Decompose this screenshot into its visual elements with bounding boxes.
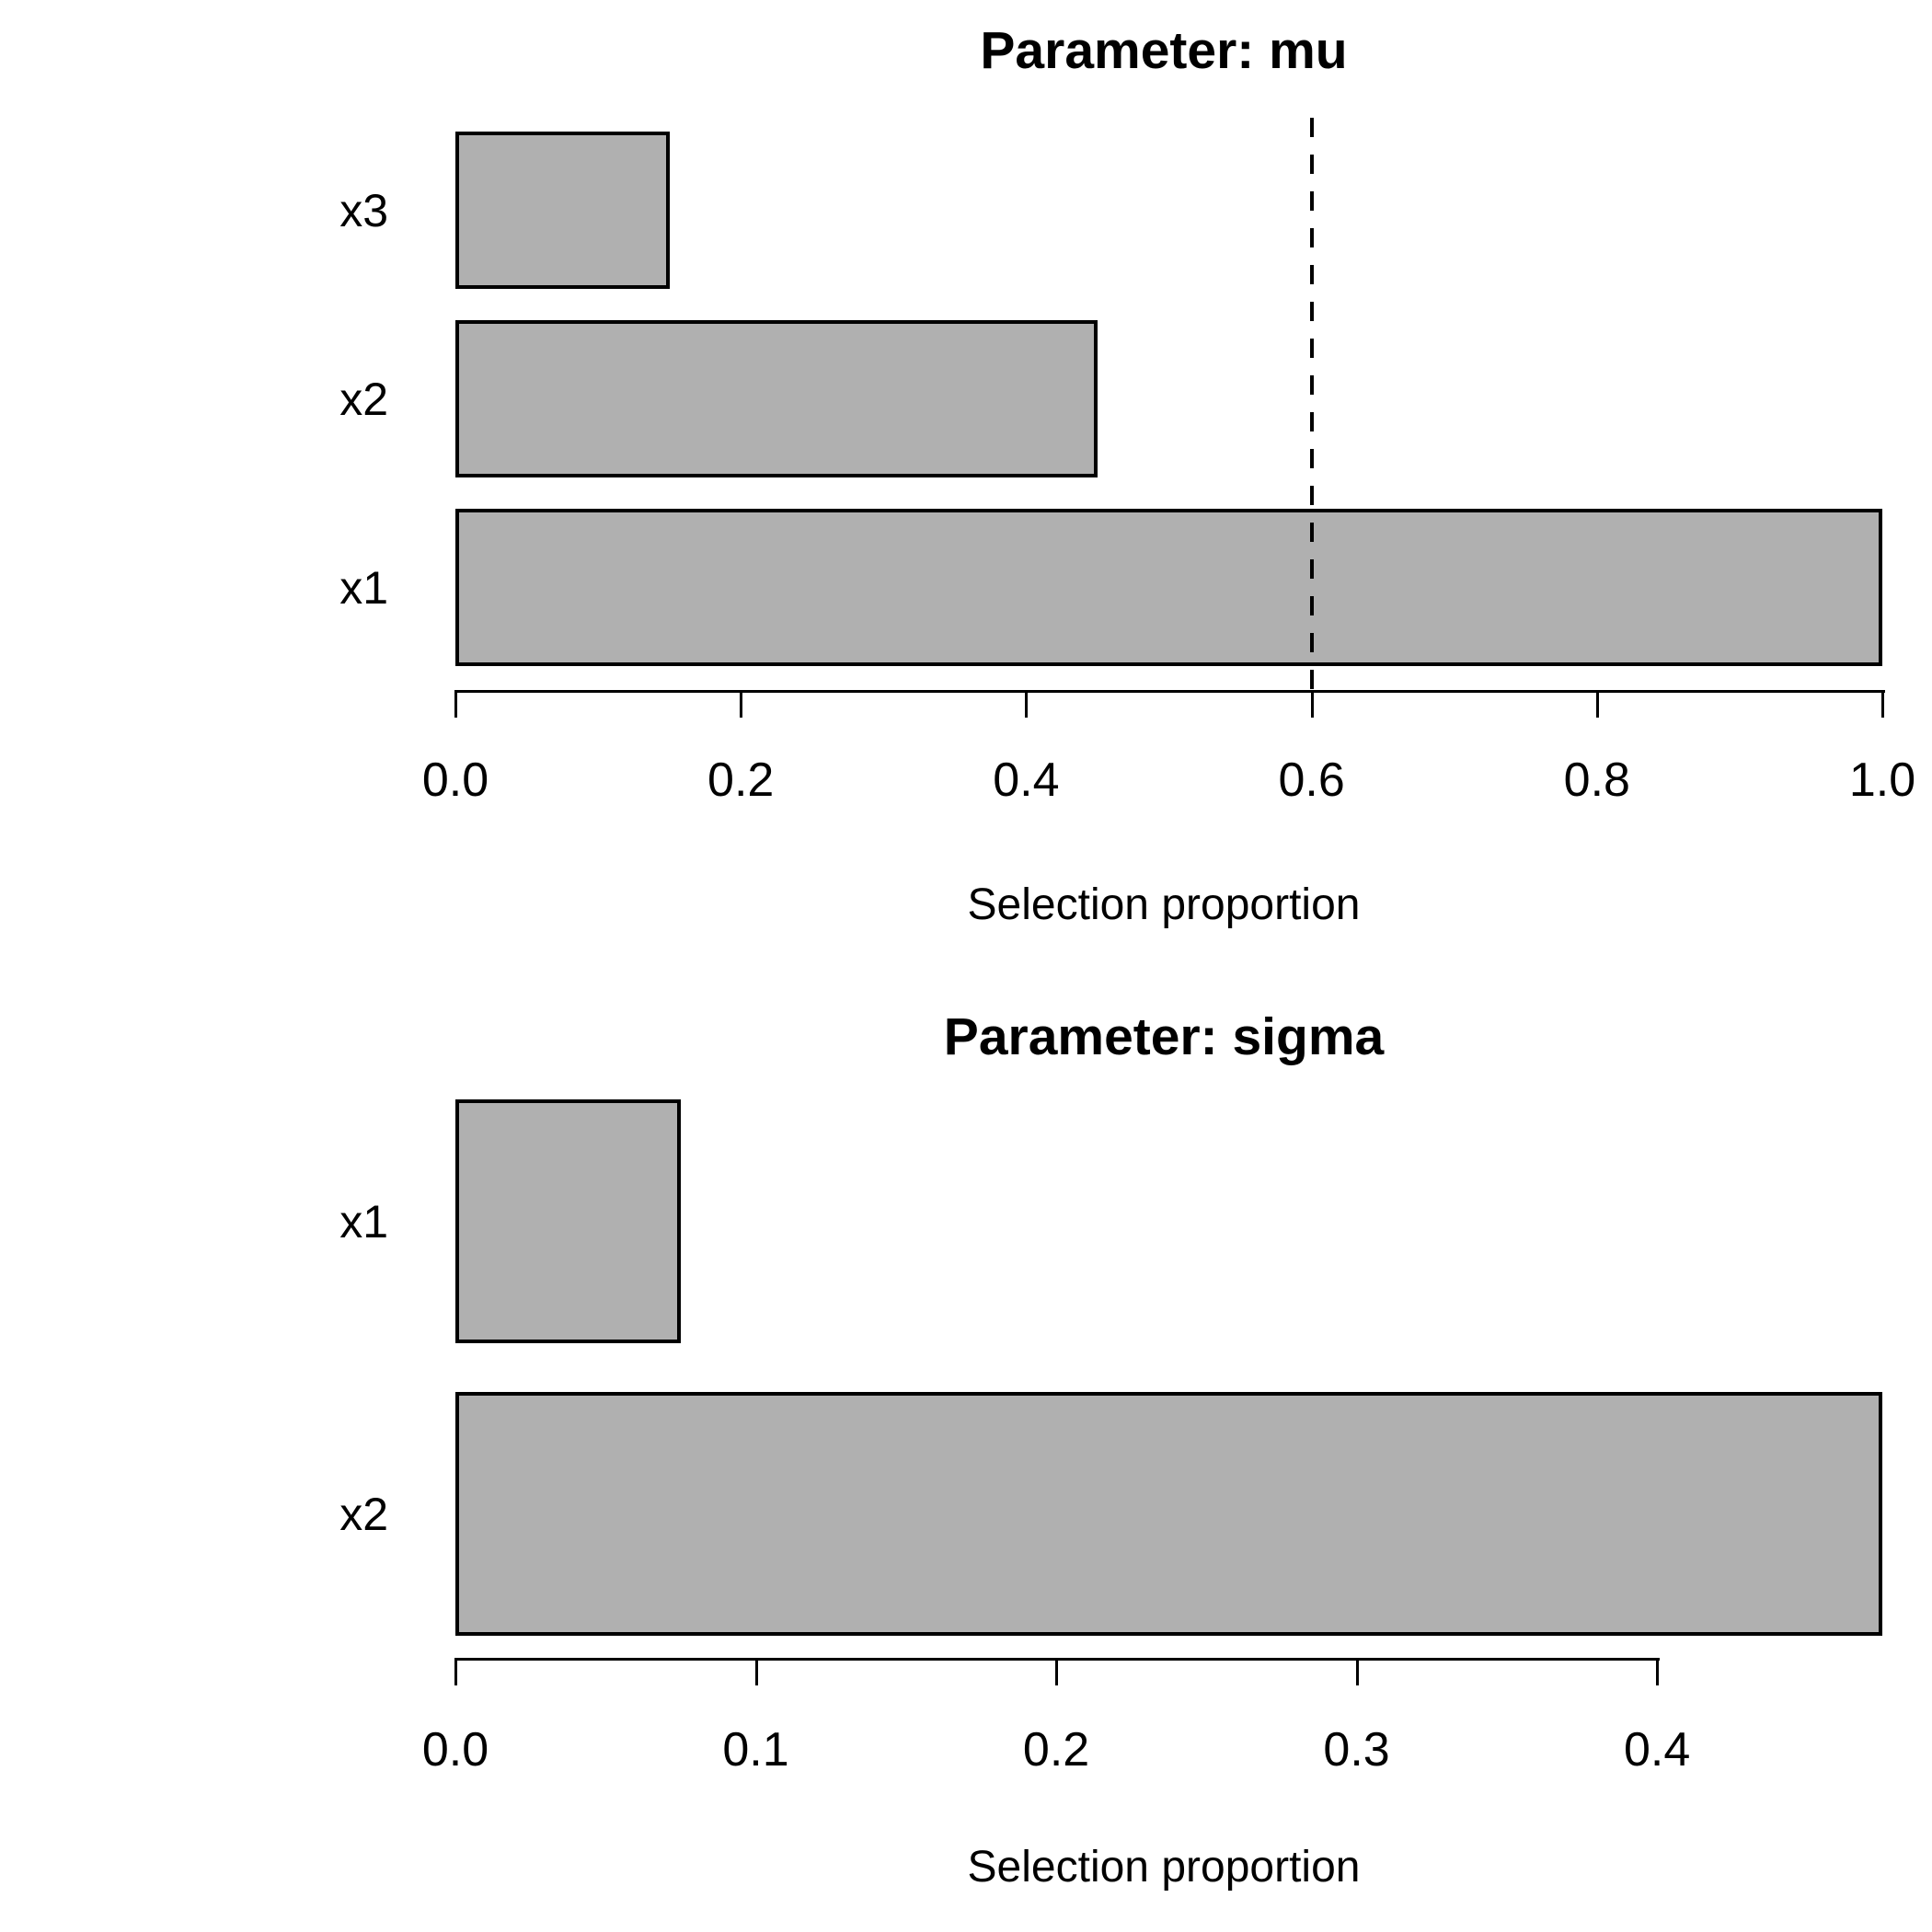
x-axis-tick-0.3: [1355, 1658, 1359, 1685]
y-axis-label-x1: x1: [339, 561, 388, 614]
x-axis-tick-0.6: [1310, 690, 1314, 718]
bar-x2: [455, 320, 1098, 477]
y-axis-label-x2: x2: [339, 373, 388, 425]
x-axis-tick-label-0.3: 0.3: [1323, 1723, 1390, 1777]
y-axis-label-x1: x1: [339, 1195, 388, 1248]
bar-x1: [455, 1099, 681, 1343]
x-axis-line: [455, 690, 1885, 693]
x-axis-tick-label-0.0: 0.0: [421, 1723, 489, 1777]
reference-line-dashed: [1309, 118, 1314, 692]
x-axis-tick-label-1.0: 1.0: [1848, 753, 1916, 807]
x-axis-tick-label-0.4: 0.4: [993, 753, 1060, 807]
y-axis-label-x3: x3: [339, 184, 388, 236]
x-axis-tick-0.1: [754, 1658, 758, 1685]
bar-x2: [455, 1392, 1882, 1636]
x-axis-tick-label-0.6: 0.6: [1278, 753, 1345, 807]
x-axis-tick-label-0.4: 0.4: [1623, 1723, 1691, 1777]
chart-sigma-x-axis-title: Selection proportion: [967, 1843, 1361, 1892]
chart-sigma-title: Parameter: sigma: [943, 1007, 1385, 1066]
chart-mu-title: Parameter: mu: [980, 21, 1348, 80]
x-axis-tick-label-0.0: 0.0: [421, 753, 489, 807]
x-axis-tick-1.0: [1881, 690, 1884, 718]
x-axis-tick-label-0.2: 0.2: [707, 753, 775, 807]
x-axis-tick-label-0.2: 0.2: [1022, 1723, 1090, 1777]
x-axis-tick-0.4: [1025, 690, 1029, 718]
x-axis-tick-0.0: [454, 1658, 457, 1685]
chart-mu-x-axis-title: Selection proportion: [967, 880, 1361, 929]
x-axis-tick-0.4: [1656, 1658, 1660, 1685]
bar-x1: [455, 509, 1882, 666]
x-axis-tick-0.8: [1595, 690, 1599, 718]
x-axis-tick-label-0.8: 0.8: [1563, 753, 1630, 807]
x-axis-tick-0.2: [1055, 1658, 1059, 1685]
x-axis-tick-0.2: [740, 690, 743, 718]
x-axis-tick-label-0.1: 0.1: [722, 1723, 789, 1777]
bar-x3: [455, 132, 670, 289]
y-axis-label-x2: x2: [339, 1488, 388, 1540]
x-axis-tick-0.0: [454, 690, 457, 718]
